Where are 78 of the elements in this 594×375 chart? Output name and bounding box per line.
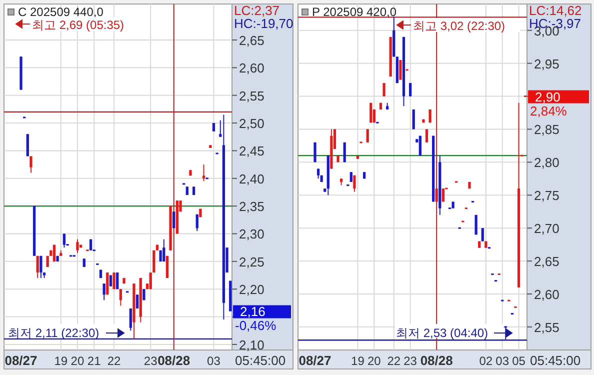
x-tick-label: 08/28 xyxy=(158,353,190,368)
text: LC:2,37 xyxy=(234,3,280,18)
y-tick-label: 2,45 xyxy=(239,144,264,159)
y-tick-label: 2,50 xyxy=(239,116,264,132)
x-tick-label: 20 xyxy=(367,354,382,368)
text: 05:45:00 xyxy=(530,353,581,368)
candlestick xyxy=(350,172,352,182)
candlestick xyxy=(442,188,444,202)
x-tick-label: 20 xyxy=(70,354,84,368)
candlestick xyxy=(30,156,32,174)
text: -0,46% xyxy=(235,318,277,334)
y-tick-label: 2,60 xyxy=(534,286,560,302)
x-tick-label: 21 xyxy=(87,354,102,368)
y-tick-label: 2,30 xyxy=(239,226,264,242)
candlestick xyxy=(40,255,42,279)
text: 2,84% xyxy=(530,103,568,118)
y-tick-label: 2,55 xyxy=(239,88,264,104)
y-tick-label: 2,40 xyxy=(239,171,264,186)
candlestick xyxy=(36,255,39,279)
candlestick xyxy=(196,214,198,232)
x-tick-label: 08/27 xyxy=(4,353,38,368)
x-tick-label: 03 xyxy=(496,354,510,368)
annotation: 최저 2,11 (22:30) xyxy=(8,326,100,340)
candlestick xyxy=(162,238,166,262)
candlestick xyxy=(129,308,132,332)
candlestick xyxy=(382,82,386,97)
y-tick-label: 2,60 xyxy=(239,60,264,76)
y-tick-label: 2,55 xyxy=(534,320,560,335)
annotation: 최저 2,53 (04:40) xyxy=(396,326,488,340)
x-tick-label: 23 xyxy=(144,354,158,368)
x-tick-label: 08/27 xyxy=(298,353,332,368)
candlestick xyxy=(202,164,206,182)
x-tick-label: 03 xyxy=(207,354,221,368)
candlestick xyxy=(409,82,412,97)
candlestick xyxy=(481,228,484,242)
candlestick xyxy=(152,250,156,273)
y-tick-label: 2,65 xyxy=(239,32,264,48)
candlestick xyxy=(425,128,428,143)
x-tick-label: 08/28 xyxy=(420,353,453,368)
candlestick xyxy=(76,238,79,254)
x-tick-label: 22 xyxy=(107,354,122,368)
x-tick-label: 23 xyxy=(404,354,418,368)
y-tick-label: 2,20 xyxy=(239,282,264,298)
annotation: 최고 3,02 (22:30) xyxy=(413,19,506,33)
annotation: 최고 2,69 (05:35) xyxy=(32,18,124,32)
y-tick-label: 2,75 xyxy=(534,188,560,204)
candlestick xyxy=(62,233,66,248)
y-tick-label: 2,25 xyxy=(239,254,264,270)
y-tick-label: 2,65 xyxy=(534,254,560,270)
y-tick-label: 2,70 xyxy=(534,221,560,236)
candlestick xyxy=(172,211,176,229)
candlestick xyxy=(52,244,56,262)
candlestick xyxy=(504,326,507,341)
text: 05:45:00 xyxy=(235,353,286,368)
text: HC:-19,70 xyxy=(234,16,294,31)
x-tick-label: 19 xyxy=(54,354,68,368)
chart-title: P 202509 420,0 xyxy=(312,5,397,19)
y-tick-label: 2,80 xyxy=(534,155,560,170)
text: LC:14,62 xyxy=(529,3,582,18)
candlestick xyxy=(366,128,369,143)
y-tick-label: 2,85 xyxy=(534,122,560,138)
candlestick xyxy=(119,288,122,306)
y-tick-label: 2,95 xyxy=(534,56,560,72)
text: 2,90 xyxy=(535,89,560,104)
x-tick-label: 02 xyxy=(479,354,493,368)
text: 2,16 xyxy=(240,304,266,320)
candlestick xyxy=(353,174,356,192)
candlestick xyxy=(136,294,139,309)
x-tick-label: 05 xyxy=(512,354,526,368)
y-tick-label: 2,35 xyxy=(239,199,264,214)
candlestick xyxy=(399,60,402,80)
y-tick-label: 2,10 xyxy=(239,337,264,352)
candlestick xyxy=(102,283,106,301)
x-tick-label: 19 xyxy=(351,354,365,368)
x-tick-label: 22 xyxy=(387,354,401,368)
candlestick xyxy=(26,134,29,157)
chart-title: C 202509 440,0 xyxy=(18,5,104,19)
candlestick xyxy=(435,188,438,202)
